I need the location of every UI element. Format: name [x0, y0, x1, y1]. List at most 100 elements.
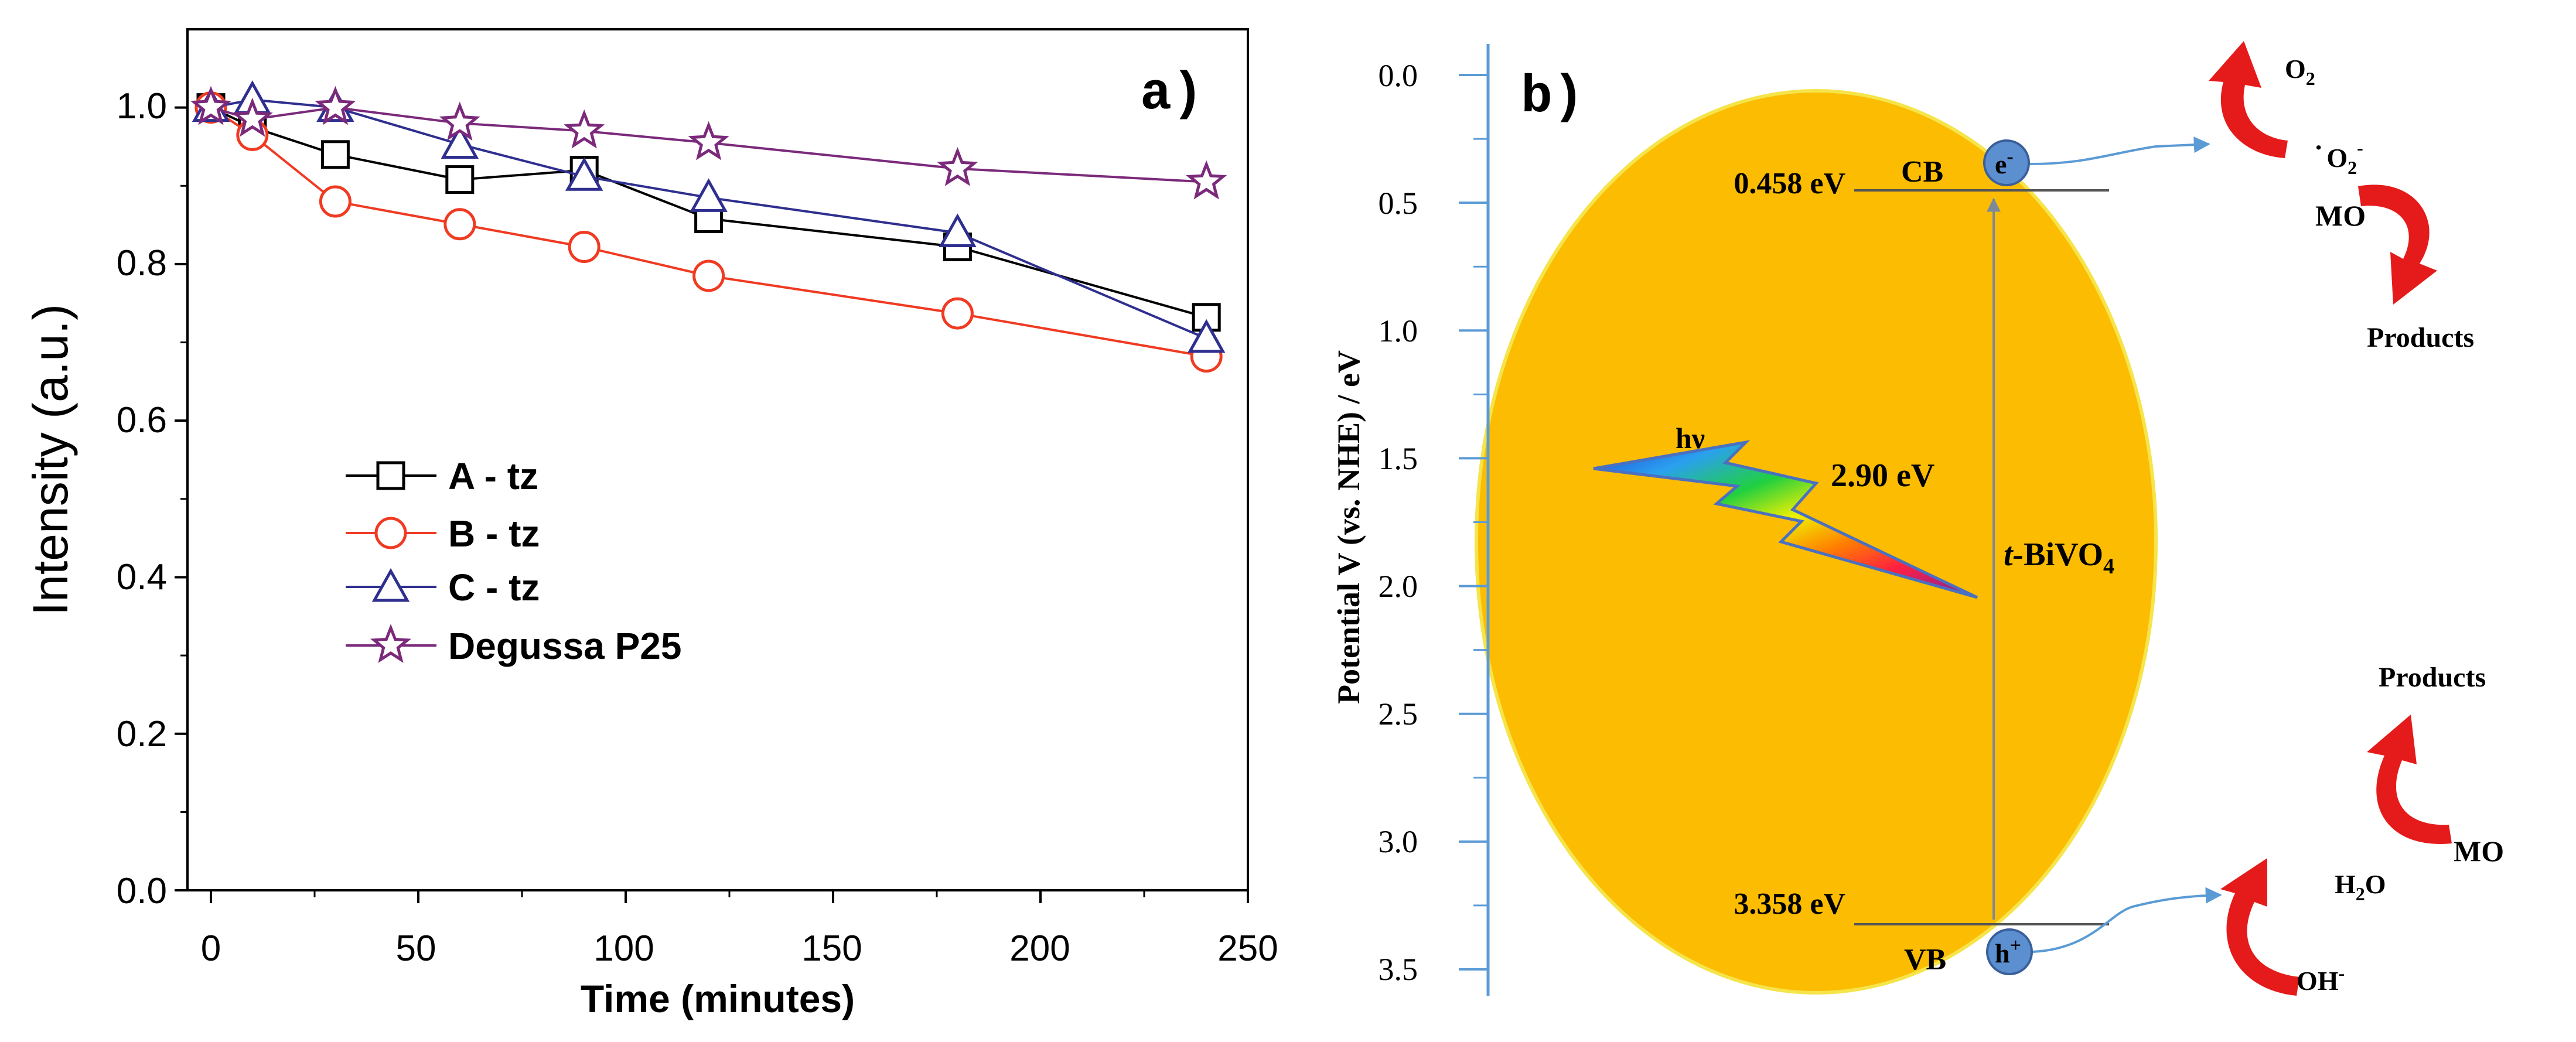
data-point — [231, 97, 273, 137]
legend-label: A - tz — [448, 455, 538, 497]
series-degussa-p25 — [190, 86, 1227, 200]
series-c-tz — [192, 80, 1226, 353]
legend: A - tz B - tz C - tz Degussa P25 — [346, 455, 681, 667]
data-point — [190, 86, 231, 125]
legend-label: C - tz — [448, 566, 540, 609]
electron-label: e- — [1995, 146, 2014, 179]
series-line — [210, 98, 1207, 340]
data-point — [692, 259, 725, 292]
x-tick-labels: 0 50 100 150 200 250 — [201, 928, 1278, 969]
y-tick-label: 1.0 — [117, 86, 167, 127]
data-point — [445, 165, 475, 194]
hole-label: h+ — [1995, 935, 2021, 968]
potential-tick-label: 3.5 — [1379, 952, 1418, 987]
legend-marker-square — [376, 461, 405, 490]
mo-oxidation-arrow-top — [2358, 185, 2437, 305]
potential-tick-labels: 0.0 0.5 1.0 1.5 2.0 2.5 3.0 3.5 — [1379, 58, 1418, 987]
material-prefix: t- — [2004, 537, 2024, 573]
potential-tick-label: 3.0 — [1379, 824, 1418, 859]
mo-label-top: MO — [2315, 199, 2366, 232]
mo-label-bottom: MO — [2454, 835, 2504, 867]
potential-axis-ticks — [1459, 74, 1488, 971]
legend-item-degussa-p25: Degussa P25 — [346, 624, 681, 667]
products-label-top: Products — [2367, 322, 2474, 353]
o2-reduction-arrow — [2209, 41, 2288, 158]
h2o-subscript: 2 — [2356, 883, 2365, 904]
superoxide-subscript: 2 — [2348, 157, 2357, 178]
hole-transfer-arrow — [2032, 887, 2222, 953]
panel-label-b: b) — [1521, 68, 1584, 128]
cb-energy-label: 0.458 eV — [1734, 167, 1845, 200]
series-line — [210, 106, 1207, 358]
material-formula: BiVO — [2024, 537, 2103, 573]
vb-label: VB — [1904, 943, 1946, 976]
data-point — [315, 86, 356, 125]
potential-axis-label: Potential V (vs. NHE) / eV — [1331, 350, 1366, 704]
x-tick-label: 50 — [396, 928, 436, 969]
data-point — [688, 121, 729, 160]
data-point — [568, 231, 601, 264]
y-tick-labels: 0.0 0.2 0.4 0.6 0.8 1.0 — [117, 86, 167, 911]
data-point — [565, 157, 603, 191]
o2-label: O2 — [2285, 54, 2315, 89]
band-diagram-panel: 0.0 0.5 1.0 1.5 2.0 2.5 3.0 3.5 Potentia… — [1331, 41, 2504, 996]
data-point — [564, 109, 605, 149]
oh-charge: - — [2339, 962, 2345, 983]
electron-icon — [1983, 139, 2030, 186]
legend-item-b-tz: B - tz — [346, 513, 540, 555]
electron-transfer-arrow — [2029, 136, 2210, 165]
x-tick-label: 200 — [1009, 928, 1070, 969]
series-group — [190, 80, 1227, 373]
data-point — [690, 178, 728, 212]
legend-label: B - tz — [448, 513, 540, 555]
y-axis-label: Intensity (a.u.) — [23, 304, 78, 616]
data-point — [439, 101, 480, 141]
o2-subscript: 2 — [2306, 68, 2315, 89]
data-point — [319, 185, 352, 218]
radical-dot: · — [2314, 132, 2323, 162]
x-tick-label: 0 — [201, 928, 221, 969]
plot-frame — [186, 28, 1249, 891]
superoxide-charge: - — [2357, 137, 2363, 158]
light-label: hν — [1676, 422, 1705, 455]
y-tick-label: 0.0 — [117, 871, 167, 911]
superoxide-label: · O2- — [2314, 132, 2363, 178]
x-tick-label: 150 — [801, 928, 862, 969]
band-gap-label: 2.90 eV — [1831, 457, 1934, 494]
data-point — [1186, 160, 1227, 200]
h2o-symbol: H — [2335, 869, 2356, 899]
data-point — [941, 297, 974, 330]
products-label-bottom: Products — [2379, 662, 2486, 693]
legend-item-a-tz: A - tz — [346, 455, 538, 497]
potential-tick-label: 0.5 — [1379, 186, 1418, 221]
data-point — [937, 147, 978, 186]
x-axis-label: Time (minutes) — [581, 977, 855, 1020]
potential-tick-label: 1.5 — [1379, 441, 1418, 476]
superoxide-symbol: O — [2326, 143, 2348, 173]
material-subscript: 4 — [2103, 554, 2114, 579]
data-point — [1187, 319, 1226, 353]
legend-marker-triangle — [371, 568, 410, 602]
line-chart-panel: 0 50 100 150 200 250 0.0 0.2 0.4 0.6 0.8… — [23, 28, 1278, 1020]
x-tick-label: 250 — [1217, 928, 1278, 969]
y-tick-label: 0.4 — [117, 557, 167, 597]
potential-tick-label: 2.5 — [1379, 696, 1418, 732]
potential-tick-label: 1.0 — [1379, 313, 1418, 349]
axis-ticks — [175, 106, 1249, 903]
y-tick-label: 0.6 — [117, 400, 167, 440]
legend-label: Degussa P25 — [448, 625, 681, 667]
potential-tick-label: 0.0 — [1379, 58, 1418, 93]
cb-label: CB — [1901, 155, 1943, 189]
x-tick-label: 100 — [593, 928, 654, 969]
data-point — [939, 213, 977, 247]
mo-oxidation-arrow-bottom — [2367, 715, 2452, 844]
material-label: t-BiVO4 — [2004, 537, 2114, 579]
vb-energy-label: 3.358 eV — [1734, 887, 1845, 921]
hole-icon — [1986, 928, 2033, 975]
electron-charge: - — [2007, 146, 2013, 168]
potential-tick-label: 2.0 — [1379, 569, 1418, 604]
oh-label: OH- — [2297, 962, 2345, 996]
light-bolt-icon — [1593, 440, 1978, 599]
legend-item-c-tz: C - tz — [346, 566, 540, 609]
